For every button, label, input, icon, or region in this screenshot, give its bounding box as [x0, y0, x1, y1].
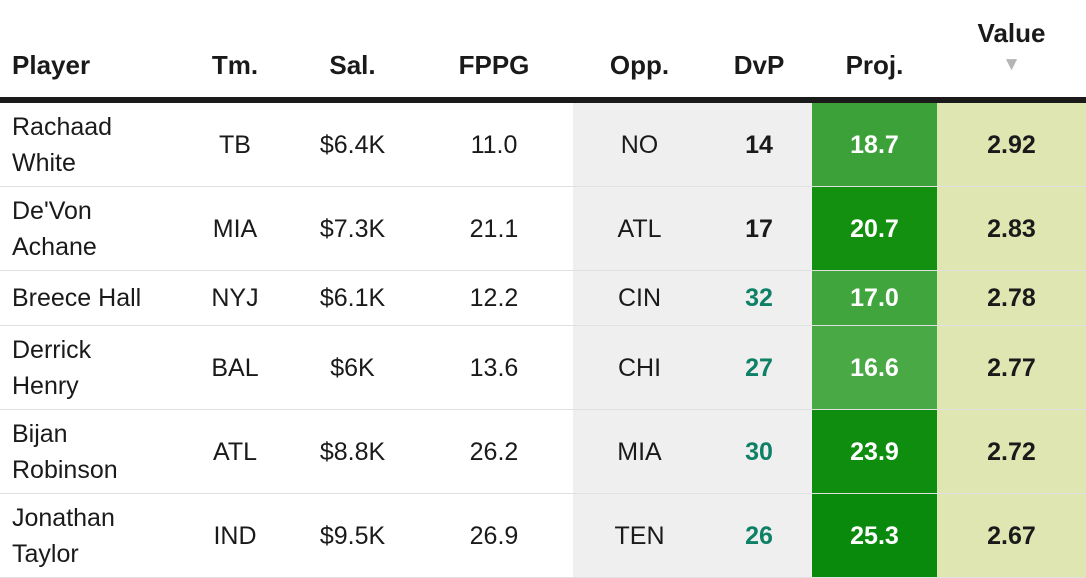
projection-cell: 18.7: [812, 103, 937, 186]
opponent-cell: MIA: [573, 410, 706, 493]
table-row: De'Von Achane MIA $7.3K 21.1 ATL 17 20.7…: [0, 187, 1086, 271]
salary-cell: $6.4K: [319, 130, 386, 159]
salary-cell: $9.5K: [319, 521, 386, 550]
column-header-salary[interactable]: Sal.: [329, 50, 376, 80]
column-header-value-label: Value: [977, 17, 1046, 48]
table-row: Bijan Robinson ATL $8.8K 26.2 MIA 30 23.…: [0, 410, 1086, 494]
table-header-row: Player Tm. Sal. FPPG Opp. DvP Proj. Valu…: [0, 0, 1086, 103]
value-cell: 2.83: [937, 187, 1086, 270]
sort-descending-icon: ▼: [1002, 53, 1021, 75]
column-header-opponent[interactable]: Opp.: [609, 50, 670, 80]
team-cell: TB: [219, 130, 251, 159]
team-cell: IND: [213, 521, 257, 550]
team-cell: MIA: [212, 214, 258, 243]
dvp-cell: 30: [706, 410, 812, 493]
team-cell: NYJ: [211, 284, 259, 312]
table-row: Breece Hall NYJ $6.1K 12.2 CIN 32 17.0 2…: [0, 271, 1086, 326]
player-name: Bijan Robinson: [12, 419, 118, 484]
team-cell: ATL: [213, 437, 257, 466]
dvp-cell: 17: [706, 187, 812, 270]
team-cell: BAL: [211, 353, 259, 382]
player-name-cell: Rachaad White: [0, 103, 180, 186]
opponent-cell: CHI: [573, 326, 706, 409]
table-row: Derrick Henry BAL $6K 13.6 CHI 27 16.6 2…: [0, 326, 1086, 410]
salary-cell: $7.3K: [319, 214, 386, 243]
salary-cell: $6.1K: [319, 284, 386, 312]
column-header-team[interactable]: Tm.: [211, 50, 259, 80]
player-name-cell: Breece Hall: [0, 271, 180, 325]
table-row: Jonathan Taylor IND $9.5K 26.9 TEN 26 25…: [0, 494, 1086, 578]
player-name-cell: Jonathan Taylor: [0, 494, 180, 577]
fppg-cell: 13.6: [469, 353, 519, 382]
player-name: Jonathan Taylor: [12, 503, 115, 568]
fppg-cell: 21.1: [469, 214, 519, 243]
projection-cell: 25.3: [812, 494, 937, 577]
player-name: De'Von Achane: [12, 196, 97, 261]
projection-cell: 17.0: [812, 271, 937, 325]
dvp-cell: 26: [706, 494, 812, 577]
dvp-cell: 27: [706, 326, 812, 409]
value-cell: 2.72: [937, 410, 1086, 493]
fppg-cell: 11.0: [470, 130, 518, 159]
column-header-player[interactable]: Player: [12, 50, 91, 80]
projection-cell: 16.6: [812, 326, 937, 409]
column-header-value[interactable]: Value ▼: [937, 0, 1086, 97]
value-cell: 2.67: [937, 494, 1086, 577]
dvp-cell: 32: [706, 271, 812, 325]
opponent-cell: TEN: [573, 494, 706, 577]
fppg-cell: 12.2: [469, 284, 519, 312]
projection-cell: 20.7: [812, 187, 937, 270]
column-header-projection[interactable]: Proj.: [845, 50, 904, 80]
opponent-cell: ATL: [573, 187, 706, 270]
table-row: Rachaad White TB $6.4K 11.0 NO 14 18.7 2…: [0, 103, 1086, 187]
value-cell: 2.77: [937, 326, 1086, 409]
salary-cell: $6K: [330, 353, 375, 382]
player-name-cell: De'Von Achane: [0, 187, 180, 270]
opponent-cell: CIN: [573, 271, 706, 325]
player-name: Derrick Henry: [12, 335, 92, 400]
value-cell: 2.92: [937, 103, 1086, 186]
column-header-fppg[interactable]: FPPG: [458, 50, 530, 80]
opponent-cell: NO: [573, 103, 706, 186]
player-name-cell: Derrick Henry: [0, 326, 180, 409]
salary-cell: $8.8K: [319, 437, 386, 466]
player-name: Breece Hall: [12, 284, 142, 312]
column-header-dvp[interactable]: DvP: [733, 50, 785, 80]
fppg-cell: 26.9: [469, 521, 519, 550]
value-cell: 2.78: [937, 271, 1086, 325]
projection-cell: 23.9: [812, 410, 937, 493]
player-name: Rachaad White: [12, 112, 113, 177]
fppg-cell: 26.2: [469, 437, 519, 466]
dvp-cell: 14: [706, 103, 812, 186]
player-name-cell: Bijan Robinson: [0, 410, 180, 493]
